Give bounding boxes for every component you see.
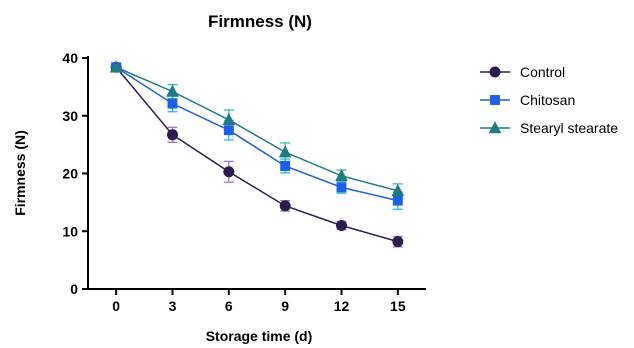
error-bars [111, 63, 403, 248]
x-tick-label-12: 12 [334, 298, 350, 314]
y-tick-label-10: 10 [62, 223, 78, 239]
axes: 0 10 20 30 40 0 3 6 9 12 15 [62, 50, 426, 314]
marker-chitosan-5 [392, 195, 403, 206]
y-axis-title: Firmness (N) [12, 130, 28, 216]
legend-label-control: Control [520, 64, 565, 80]
marker-chitosan-1 [167, 98, 178, 109]
markers [109, 60, 405, 248]
marker-control-2 [223, 166, 235, 178]
series-line-chitosan [115, 66, 399, 202]
marker-stearyl-stearate-2 [222, 112, 236, 125]
x-tick-label-3: 3 [169, 298, 177, 314]
x-tick-label-6: 6 [225, 298, 233, 314]
legend-marker-control [489, 66, 501, 78]
legend: Control Chitosan Stearyl stearate [480, 64, 618, 136]
marker-stearyl-stearate-5 [391, 183, 405, 197]
chart-title: Firmness (N) [208, 12, 312, 31]
legend-label-chitosan: Chitosan [520, 92, 575, 108]
marker-control-1 [167, 129, 178, 141]
legend-marker-stearyl-stearate [488, 121, 502, 134]
legend-marker-chitosan [490, 95, 500, 105]
series-line-stearyl-stearate [115, 66, 399, 192]
marker-chitosan-4 [336, 182, 347, 193]
marker-stearyl-stearate-1 [166, 84, 179, 97]
marker-control-5 [392, 236, 404, 248]
marker-stearyl-stearate-0 [109, 60, 123, 73]
y-tick-label-40: 40 [62, 50, 78, 66]
legend-label-stearyl-stearate: Stearyl stearate [520, 120, 618, 136]
x-axis-title: Storage time (d) [206, 328, 313, 344]
x-tick-label-9: 9 [281, 298, 289, 314]
series-line-control [115, 66, 399, 243]
y-tick-label-20: 20 [62, 166, 78, 182]
marker-chitosan-3 [280, 161, 291, 171]
marker-chitosan-2 [223, 125, 234, 136]
marker-control-3 [279, 200, 291, 212]
series-lines [115, 66, 399, 243]
y-tick-label-0: 0 [70, 281, 78, 297]
y-tick-label-30: 30 [62, 108, 78, 124]
marker-stearyl-stearate-4 [335, 168, 348, 182]
x-tick-label-0: 0 [112, 298, 120, 314]
marker-control-4 [336, 219, 347, 231]
x-tick-label-15: 15 [390, 298, 406, 314]
marker-stearyl-stearate-3 [278, 145, 292, 158]
